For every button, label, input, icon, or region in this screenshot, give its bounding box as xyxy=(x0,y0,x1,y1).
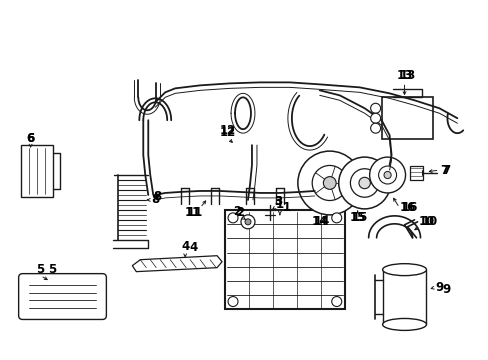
Circle shape xyxy=(370,103,380,113)
Text: 14: 14 xyxy=(311,215,327,228)
Text: 6: 6 xyxy=(26,132,35,145)
Text: 4: 4 xyxy=(189,241,197,254)
Text: 7: 7 xyxy=(442,163,449,176)
Text: 9: 9 xyxy=(441,283,449,296)
Text: 10: 10 xyxy=(418,215,434,228)
Text: 6: 6 xyxy=(26,132,35,145)
Text: 8: 8 xyxy=(151,193,159,206)
Text: 5: 5 xyxy=(48,263,57,276)
Circle shape xyxy=(297,151,361,215)
Text: 3: 3 xyxy=(273,195,282,208)
Text: 9: 9 xyxy=(434,281,443,294)
Text: 11: 11 xyxy=(184,206,201,219)
Text: 2: 2 xyxy=(232,205,241,219)
Circle shape xyxy=(378,166,396,184)
Text: 5: 5 xyxy=(37,263,44,276)
Text: 15: 15 xyxy=(351,211,367,224)
Bar xyxy=(408,166,423,180)
Text: 16: 16 xyxy=(399,201,415,215)
Circle shape xyxy=(350,169,378,197)
Text: 1: 1 xyxy=(275,198,284,211)
Circle shape xyxy=(338,157,390,209)
Text: 7: 7 xyxy=(440,163,447,176)
Bar xyxy=(20,145,52,197)
Text: 12: 12 xyxy=(220,126,236,139)
Text: 3: 3 xyxy=(273,195,282,208)
Ellipse shape xyxy=(382,264,426,276)
Text: 13: 13 xyxy=(396,69,412,82)
Circle shape xyxy=(369,157,405,193)
FancyBboxPatch shape xyxy=(19,274,106,319)
Circle shape xyxy=(227,213,238,223)
Bar xyxy=(381,97,432,139)
Circle shape xyxy=(241,215,254,229)
Polygon shape xyxy=(132,256,222,272)
Circle shape xyxy=(227,297,238,306)
Text: 1: 1 xyxy=(282,201,290,215)
Circle shape xyxy=(244,219,250,225)
Circle shape xyxy=(311,166,346,201)
Bar xyxy=(382,270,426,324)
Text: 14: 14 xyxy=(313,215,329,228)
Text: 15: 15 xyxy=(349,211,365,224)
Circle shape xyxy=(331,297,341,306)
Circle shape xyxy=(323,177,335,189)
Text: 8: 8 xyxy=(153,190,161,203)
Text: 16: 16 xyxy=(401,201,417,215)
Circle shape xyxy=(331,213,341,223)
Text: 4: 4 xyxy=(181,240,189,253)
Bar xyxy=(224,210,344,310)
Text: 10: 10 xyxy=(421,215,437,228)
Circle shape xyxy=(370,123,380,133)
Text: 11: 11 xyxy=(186,206,203,219)
Ellipse shape xyxy=(382,319,426,330)
Circle shape xyxy=(358,177,369,189)
Text: 12: 12 xyxy=(220,124,236,137)
Text: 13: 13 xyxy=(399,69,415,82)
Circle shape xyxy=(383,171,390,179)
Circle shape xyxy=(370,113,380,123)
Text: 2: 2 xyxy=(236,206,244,219)
